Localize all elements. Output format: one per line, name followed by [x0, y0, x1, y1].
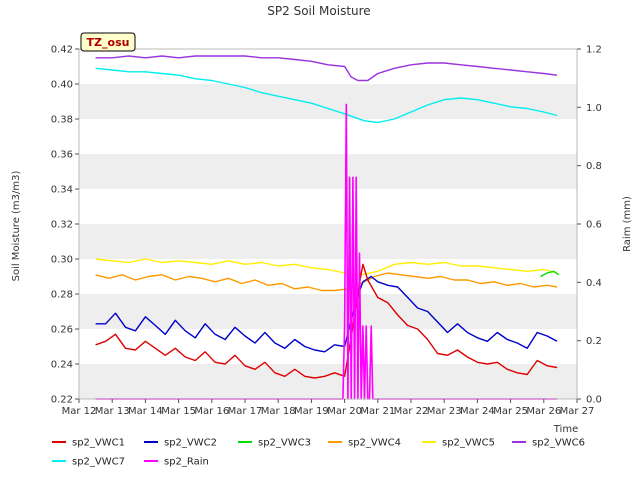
- y-tick-label: 0.36: [51, 150, 73, 161]
- legend-label-sp2-vwc4: sp2_VWC4: [348, 438, 401, 449]
- x-tick-label: Mar 27: [560, 406, 595, 417]
- series-line-sp2-vwc2: [95, 275, 558, 353]
- y2-tick-label: 0.0: [586, 395, 602, 406]
- x-tick-label: Mar 12: [62, 406, 97, 417]
- y-tick-label: 0.24: [51, 360, 73, 371]
- legend-label-sp2-vwc5: sp2_VWC5: [442, 438, 495, 449]
- x-tick-label: Mar 15: [161, 406, 196, 417]
- y2-tick-label: 0.4: [586, 278, 602, 289]
- x-tick-label: Mar 25: [493, 406, 528, 417]
- y2-tick-label: 1.0: [586, 103, 602, 114]
- x-tick-label: Mar 26: [526, 406, 561, 417]
- site-badge: TZ_osu: [80, 32, 136, 52]
- y-tick-label: 0.32: [51, 220, 73, 231]
- grid-band: [79, 84, 577, 119]
- x-tick-label: Mar 17: [228, 406, 263, 417]
- series-line-sp2-vwc3: [540, 270, 560, 278]
- x-tick-label: Mar 20: [327, 406, 362, 417]
- y2-axis-title: Raim (mm): [622, 196, 633, 252]
- y-axis-title: Soil Moisture (m3/m3): [11, 171, 22, 282]
- y-tick-label: 0.34: [51, 185, 73, 196]
- x-tick-label: Mar 13: [95, 406, 130, 417]
- grid-band: [79, 364, 577, 399]
- x-tick-label: Mar 18: [261, 406, 296, 417]
- y2-tick-label: 0.6: [586, 220, 602, 231]
- grid-band: [79, 224, 577, 259]
- y2-tick-label: 0.8: [586, 161, 602, 172]
- x-tick-label: Mar 19: [294, 406, 329, 417]
- y-tick-label: 0.28: [51, 290, 73, 301]
- x-tick-label: Mar 16: [194, 406, 229, 417]
- legend-label-sp2-vwc7: sp2_VWC7: [72, 457, 125, 468]
- grid-band: [79, 154, 577, 189]
- x-tick-label: Mar 22: [394, 406, 429, 417]
- chart-title: SP2 Soil Moisture: [267, 4, 370, 18]
- series-line-sp2-vwc1: [95, 263, 558, 379]
- plot-background-bands: [79, 49, 577, 399]
- series-line-sp2-vwc6: [95, 55, 558, 82]
- series-layer: [95, 55, 560, 400]
- y-tick-label: 0.30: [51, 255, 73, 266]
- y-tick-label: 0.40: [51, 80, 73, 91]
- x-tick-label: Mar 21: [360, 406, 395, 417]
- legend-label-sp2-vwc1: sp2_VWC1: [72, 438, 125, 449]
- y2-tick-label: 0.2: [586, 336, 602, 347]
- site-badge-box: [80, 32, 136, 52]
- legend-label-sp2-vwc3: sp2_VWC3: [258, 438, 311, 449]
- legend-label-sp2-rain: sp2_Rain: [164, 457, 209, 468]
- y2-tick-label: 1.2: [586, 45, 602, 56]
- x-tick-label: Mar 24: [460, 406, 495, 417]
- site-badge-label: TZ_osu: [87, 36, 130, 49]
- series-line-sp2-vwc7: [95, 67, 558, 124]
- series-line-sp2-vwc5: [95, 258, 558, 276]
- y-tick-label: 0.38: [51, 115, 73, 126]
- x-tick-label: Mar 14: [128, 406, 163, 417]
- x-axis-title: Time: [553, 424, 578, 435]
- legend: sp2_VWC1 sp2_VWC2 sp2_VWC3 sp2_VWC4 sp2_VWC5…: [52, 438, 585, 468]
- series-line-sp2-vwc4: [95, 272, 558, 292]
- axes-layer: 0.220.240.260.280.300.320.340.360.380.40…: [51, 45, 602, 418]
- x-tick-label: Mar 23: [427, 406, 462, 417]
- legend-label-sp2-vwc6: sp2_VWC6: [532, 438, 585, 449]
- y-tick-label: 0.42: [51, 45, 73, 56]
- y-tick-label: 0.26: [51, 325, 73, 336]
- legend-label-sp2-vwc2: sp2_VWC2: [164, 438, 217, 449]
- y-tick-label: 0.22: [51, 395, 73, 406]
- grid-band: [79, 294, 577, 329]
